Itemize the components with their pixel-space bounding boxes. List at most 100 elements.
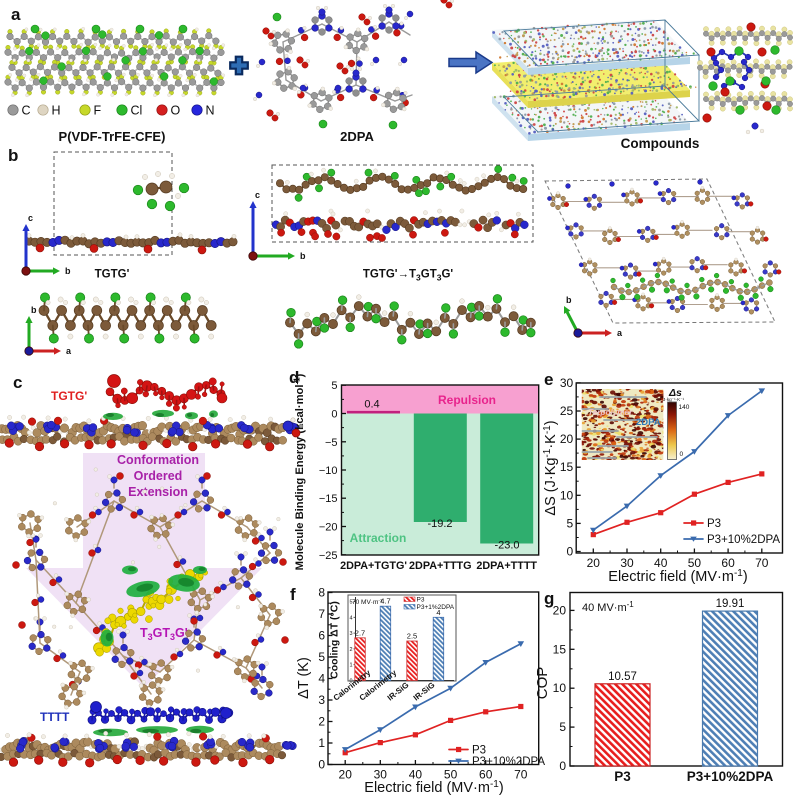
- svg-text:P3: P3: [472, 745, 486, 757]
- svg-text:1: 1: [318, 736, 325, 750]
- svg-text:2: 2: [318, 715, 325, 729]
- svg-text:c: c: [28, 213, 33, 223]
- svg-text:T3GT3G': T3GT3G': [140, 626, 188, 642]
- svg-text:8: 8: [318, 586, 325, 600]
- svg-text:H: H: [52, 104, 61, 118]
- svg-text:Conformation: Conformation: [117, 453, 199, 467]
- svg-text:70: 70: [755, 556, 769, 570]
- svg-text:-19.2: -19.2: [427, 518, 452, 530]
- svg-text:b: b: [31, 305, 37, 315]
- svg-text:c: c: [255, 190, 260, 200]
- svg-text:5: 5: [559, 720, 566, 734]
- svg-text:b: b: [8, 146, 18, 165]
- svg-text:70: 70: [514, 768, 528, 782]
- svg-text:P3+10%2DPA: P3+10%2DPA: [687, 769, 774, 784]
- svg-text:P3: P3: [417, 597, 425, 604]
- svg-text:15: 15: [560, 460, 574, 474]
- svg-text:4: 4: [349, 615, 352, 621]
- svg-text:COP: COP: [534, 667, 551, 700]
- svg-text:30: 30: [560, 376, 574, 390]
- svg-text:Terpolymer: Terpolymer: [588, 408, 633, 417]
- svg-text:b: b: [65, 266, 71, 276]
- svg-text:50: 50: [688, 556, 702, 570]
- svg-text:0: 0: [331, 409, 337, 421]
- svg-text:ΔS (J·Kg-1·K-1): ΔS (J·Kg-1·K-1): [542, 420, 559, 515]
- svg-text:5: 5: [331, 380, 337, 392]
- svg-text:4: 4: [318, 672, 325, 686]
- svg-text:30: 30: [620, 556, 634, 570]
- svg-text:ΔT (K): ΔT (K): [296, 657, 312, 699]
- svg-text:10.57: 10.57: [608, 671, 637, 683]
- svg-text:0.4: 0.4: [364, 399, 379, 411]
- svg-text:3: 3: [349, 631, 352, 637]
- svg-text:TTTT: TTTT: [40, 710, 70, 724]
- svg-text:2: 2: [349, 647, 352, 653]
- svg-text:20: 20: [339, 768, 353, 782]
- svg-text:3: 3: [318, 693, 325, 707]
- svg-text:20: 20: [560, 432, 574, 446]
- svg-text:Molecule Binding Energy (kcal·: Molecule Binding Energy (kcal·mol-1): [293, 373, 307, 570]
- svg-text:Cooling ΔT (°C): Cooling ΔT (°C): [329, 601, 341, 679]
- svg-text:0: 0: [567, 545, 574, 559]
- svg-text:F: F: [94, 104, 102, 118]
- svg-text:Electric field (MV·m-1): Electric field (MV·m-1): [608, 568, 747, 585]
- svg-text:−15: −15: [319, 493, 338, 505]
- svg-text:2DPA+TTTG: 2DPA+TTTG: [409, 560, 472, 572]
- svg-text:Extension: Extension: [128, 485, 188, 499]
- svg-text:e: e: [544, 370, 553, 389]
- svg-text:P3+10%2DPA: P3+10%2DPA: [472, 756, 545, 768]
- svg-text:−5: −5: [325, 437, 338, 449]
- svg-text:−10: −10: [319, 465, 338, 477]
- svg-text:2.7: 2.7: [355, 628, 365, 637]
- svg-text:10: 10: [560, 488, 574, 502]
- svg-text:Ordered: Ordered: [134, 469, 183, 483]
- svg-text:P(VDF-TrFE-CFE): P(VDF-TrFE-CFE): [59, 129, 166, 144]
- svg-text:Repulsion: Repulsion: [438, 393, 496, 407]
- svg-text:70 MV·m-1: 70 MV·m-1: [352, 598, 383, 606]
- svg-text:b: b: [566, 295, 572, 305]
- svg-text:−20: −20: [319, 522, 338, 534]
- svg-text:2.5: 2.5: [407, 632, 417, 641]
- svg-text:20: 20: [587, 556, 601, 570]
- svg-text:−25: −25: [319, 550, 338, 562]
- svg-text:5: 5: [318, 650, 325, 664]
- svg-text:0: 0: [559, 759, 566, 773]
- svg-text:2DPA: 2DPA: [636, 417, 661, 428]
- svg-text:140: 140: [679, 404, 690, 411]
- svg-text:c: c: [13, 373, 22, 392]
- svg-text:19.91: 19.91: [716, 598, 745, 610]
- svg-text:g: g: [544, 589, 554, 608]
- svg-text:TGTG': TGTG': [51, 389, 87, 403]
- svg-text:0: 0: [680, 451, 684, 458]
- svg-text:Compounds: Compounds: [621, 136, 700, 151]
- svg-text:25: 25: [560, 404, 574, 418]
- svg-text:2DPA+TTTT: 2DPA+TTTT: [476, 560, 537, 572]
- svg-text:40: 40: [654, 556, 668, 570]
- svg-text:20: 20: [553, 603, 567, 617]
- svg-text:C: C: [22, 104, 31, 118]
- svg-text:N: N: [206, 104, 215, 118]
- svg-text:P3: P3: [707, 518, 721, 530]
- svg-text:15: 15: [553, 642, 567, 656]
- svg-text:P3: P3: [614, 769, 631, 784]
- svg-text:0: 0: [318, 758, 325, 772]
- svg-text:40 MV·m-1: 40 MV·m-1: [582, 600, 634, 614]
- svg-text:f: f: [290, 585, 296, 604]
- svg-text:2DPA: 2DPA: [340, 129, 374, 144]
- svg-text:J·kg⁻¹·K⁻¹: J·kg⁻¹·K⁻¹: [663, 397, 685, 402]
- svg-text:Electric field (MV·m-1): Electric field (MV·m-1): [364, 779, 503, 796]
- svg-text:P3+1%2DPA: P3+1%2DPA: [417, 604, 455, 611]
- svg-text:a: a: [11, 5, 21, 24]
- svg-text:1: 1: [349, 663, 352, 669]
- svg-text:O: O: [171, 104, 181, 118]
- svg-text:6: 6: [318, 629, 325, 643]
- svg-text:10: 10: [553, 681, 567, 695]
- svg-text:5: 5: [567, 516, 574, 530]
- svg-text:TGTG': TGTG': [95, 269, 130, 281]
- svg-text:P3+10%2DPA: P3+10%2DPA: [707, 534, 780, 546]
- svg-text:7: 7: [318, 607, 325, 621]
- svg-text:-23.0: -23.0: [494, 540, 519, 552]
- svg-text:d: d: [289, 368, 299, 387]
- svg-text:Cl: Cl: [131, 104, 143, 118]
- svg-text:b: b: [300, 251, 306, 261]
